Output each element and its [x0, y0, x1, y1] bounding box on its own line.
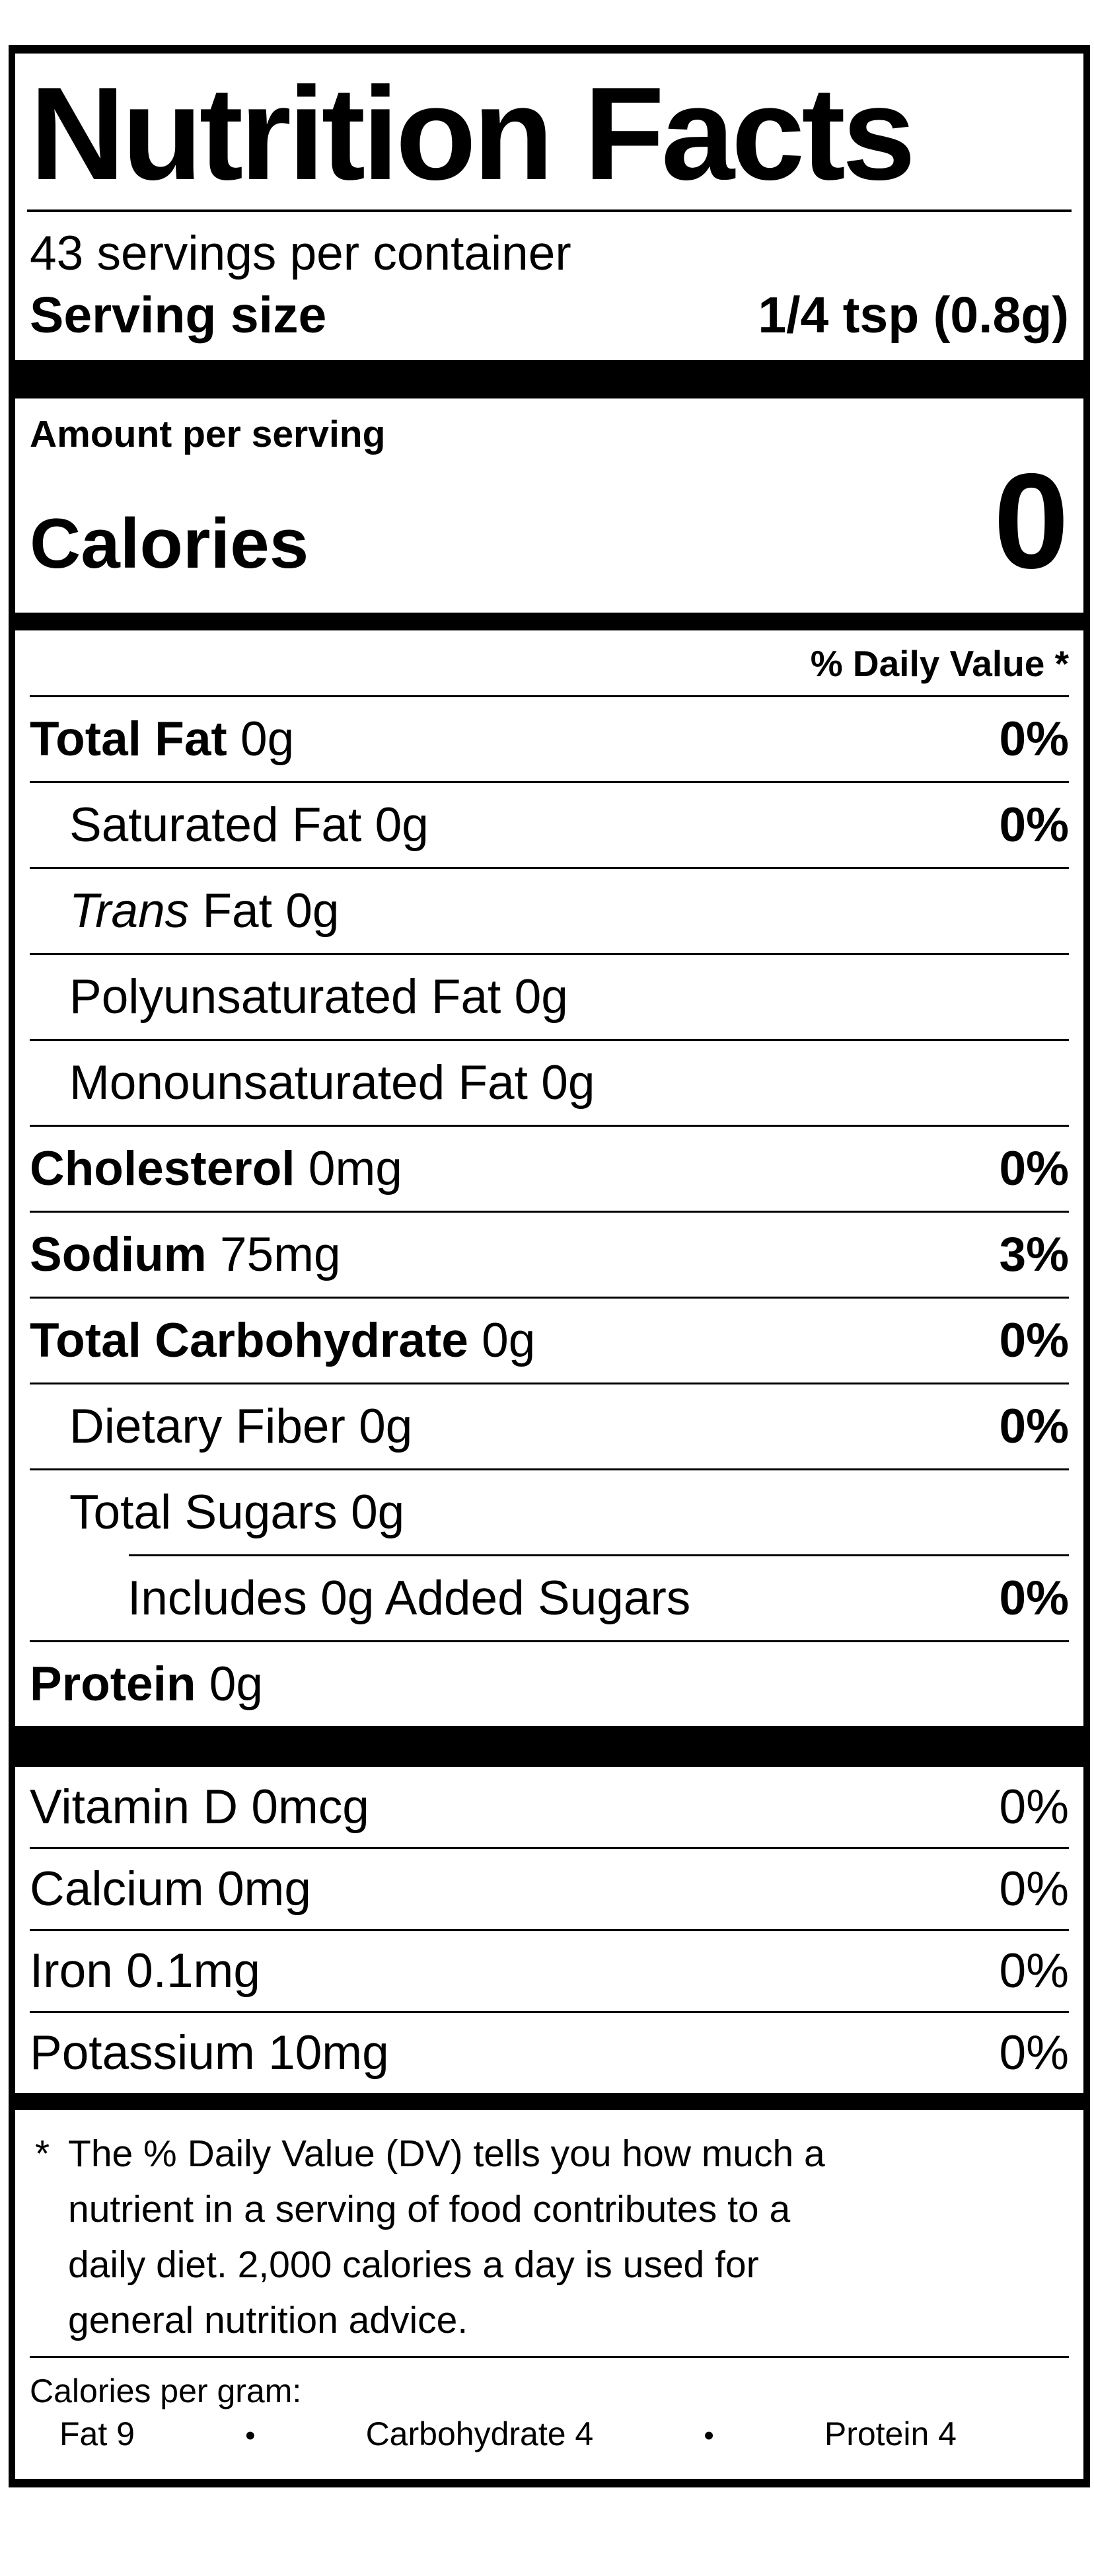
nutrient-row: Total Fat 0g 0%	[30, 697, 1069, 783]
calories-per-gram-item: Protein 4	[824, 2415, 957, 2452]
nutrient-daily-value: 0%	[999, 1142, 1069, 1195]
nutrient-row: Trans Fat 0g	[30, 869, 1069, 955]
nutrient-row: Includes 0g Added Sugars 0%	[30, 1556, 1069, 1642]
nutrient-row: Total Carbohydrate 0g 0%	[30, 1299, 1069, 1384]
nutrient-daily-value: 0%	[999, 1572, 1069, 1625]
nutrient-name: Includes 0g Added Sugars	[128, 1572, 691, 1625]
footnote-asterisk: *	[35, 2133, 50, 2175]
nutrient-name: Total Carbohydrate 0g	[30, 1314, 536, 1367]
nutrient-row: Monounsaturated Fat 0g	[30, 1041, 1069, 1127]
nutrient-name: Trans Fat 0g	[69, 884, 340, 938]
medium-bar-calories	[15, 613, 1083, 630]
nutrient-daily-value: 0%	[999, 1944, 1069, 1998]
nutrient-name: Protein 0g	[30, 1657, 263, 1711]
nutrient-name: Dietary Fiber 0g	[69, 1400, 413, 1453]
thick-bar-protein	[15, 1726, 1083, 1767]
daily-value-header: % Daily Value *	[30, 630, 1069, 697]
amount-per-serving-label: Amount per serving	[30, 413, 386, 455]
nutrient-rows: Total Fat 0g 0% Saturated Fat 0g 0% Trans Fa…	[30, 697, 1069, 1726]
nutrition-facts-label: Nutrition Facts 43 servings per containe…	[9, 45, 1090, 2487]
nutrient-name: Polyunsaturated Fat 0g	[69, 970, 568, 1024]
indented-divider	[129, 1554, 1069, 1556]
nutrient-name: Potassium 10mg	[30, 2026, 389, 2080]
nutrient-row: Sodium 75mg 3%	[30, 1213, 1069, 1299]
calories-value: 0	[993, 445, 1069, 597]
medium-bar-vitamins	[15, 2093, 1083, 2110]
calories-per-gram-item: Carbohydrate 4	[365, 2415, 594, 2452]
nutrient-row: Calcium 0mg 0%	[30, 1849, 1069, 1931]
nutrient-row: Dietary Fiber 0g 0%	[30, 1384, 1069, 1470]
nutrient-row: Protein 0g	[30, 1642, 1069, 1726]
nutrient-name: Total Fat 0g	[30, 712, 295, 766]
bullet-separator: •	[245, 2419, 256, 2452]
nutrient-daily-value: 0%	[999, 712, 1069, 766]
nutrient-row: Polyunsaturated Fat 0g	[30, 955, 1069, 1041]
calories-per-gram-item: Fat 9	[59, 2415, 135, 2452]
calories-per-gram-heading: Calories per gram:	[30, 2372, 302, 2409]
serving-size-label: Serving size	[30, 287, 327, 344]
label-title: Nutrition Facts	[30, 60, 916, 208]
servings-per-container: 43 servings per container	[30, 227, 571, 280]
nutrient-name: Iron 0.1mg	[30, 1944, 260, 1998]
nutrient-name: Calcium 0mg	[30, 1862, 311, 1916]
nutrient-name: Cholesterol 0mg	[30, 1142, 402, 1195]
nutrient-name: Total Sugars 0g	[69, 1486, 405, 1539]
micronutrient-rows: Vitamin D 0mcg 0% Calcium 0mg 0% Iron 0.1mg 0…	[30, 1767, 1069, 2093]
nutrient-daily-value: 0%	[999, 1862, 1069, 1916]
serving-size-row: Serving size 1/4 tsp (0.8g)	[30, 286, 1069, 344]
footnote-divider	[30, 2356, 1069, 2358]
nutrient-daily-value: 0%	[999, 1314, 1069, 1367]
nutrient-daily-value: 0%	[999, 1780, 1069, 1834]
bullet-separator: •	[704, 2419, 714, 2452]
nutrient-row: Saturated Fat 0g 0%	[30, 783, 1069, 869]
thick-bar-top	[15, 360, 1083, 398]
nutrient-name: Saturated Fat 0g	[69, 798, 429, 852]
nutrient-daily-value: 0%	[999, 798, 1069, 852]
serving-size-value: 1/4 tsp (0.8g)	[758, 287, 1069, 344]
title-divider	[27, 209, 1072, 212]
nutrient-row: Iron 0.1mg 0%	[30, 1931, 1069, 2013]
calories-row: Calories 0	[30, 445, 1069, 613]
nutrient-row: Cholesterol 0mg 0%	[30, 1127, 1069, 1213]
nutrient-name: Sodium 75mg	[30, 1228, 341, 1281]
footnote-text: The % Daily Value (DV) tells you how muc…	[68, 2133, 825, 2341]
calories-per-gram-items: Fat 9 • Carbohydrate 4 • Protein 4	[30, 2411, 1069, 2455]
calories-label: Calories	[30, 504, 309, 583]
nutrient-row: Potassium 10mg 0%	[30, 2013, 1069, 2093]
nutrient-row: Total Sugars 0g	[30, 1470, 1069, 1554]
nutrient-row: Vitamin D 0mcg 0%	[30, 1767, 1069, 1849]
nutrient-daily-value: 3%	[999, 1228, 1069, 1281]
nutrient-name: Vitamin D 0mcg	[30, 1780, 369, 1834]
nutrient-name: Monounsaturated Fat 0g	[69, 1056, 595, 1110]
nutrient-daily-value: 0%	[999, 1400, 1069, 1453]
footnote: * The % Daily Value (DV) tells you how m…	[30, 2110, 1069, 2356]
nutrient-daily-value: 0%	[999, 2026, 1069, 2080]
